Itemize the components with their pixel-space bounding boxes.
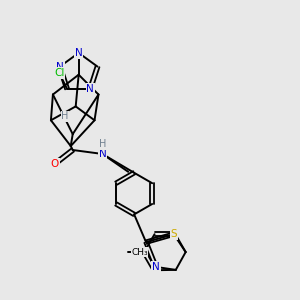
Text: N: N	[75, 48, 83, 58]
Text: N: N	[99, 149, 106, 159]
Text: Cl: Cl	[54, 68, 64, 78]
Text: N: N	[56, 61, 64, 72]
Text: N: N	[152, 262, 160, 272]
Text: H: H	[61, 111, 68, 121]
Text: O: O	[51, 159, 59, 169]
Text: H: H	[99, 139, 106, 149]
Text: N: N	[86, 84, 94, 94]
Text: S: S	[170, 229, 177, 239]
Text: CH₃: CH₃	[131, 248, 148, 257]
